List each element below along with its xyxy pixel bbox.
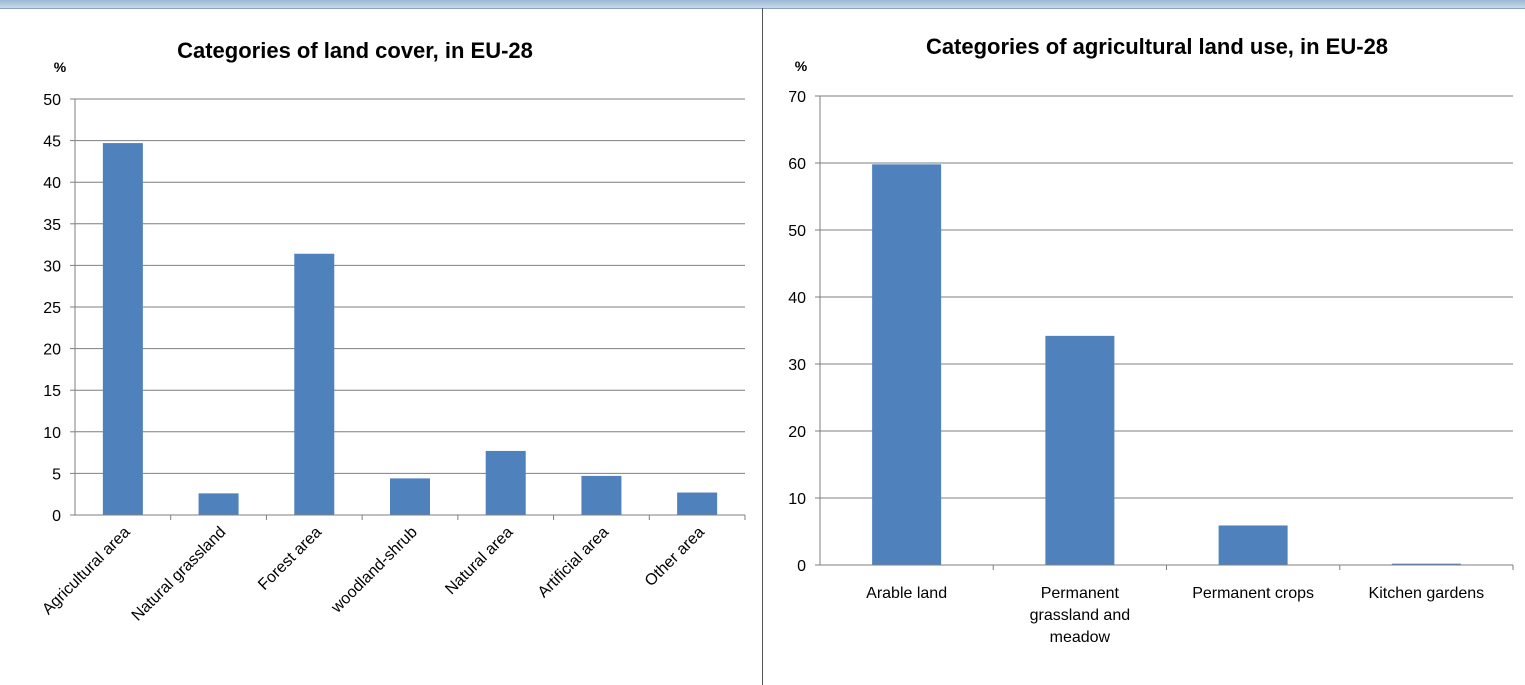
land-cover-y-ticks: 0 5 10 15 20 25 30 35 40 45 50 (43, 92, 61, 525)
land-cover-axes (70, 98, 746, 520)
land-cover-y-tick-label: 35 (43, 217, 61, 234)
agri-use-y-tick-label: 10 (788, 491, 806, 508)
agri-use-y-ticks: 0 10 20 30 40 50 60 70 (788, 89, 806, 575)
land-cover-y-tick-label: 40 (43, 175, 61, 192)
agri-use-axes (815, 95, 1514, 570)
agri-use-y-axis-label: % (795, 58, 808, 74)
agri-use-chart-title: Categories of agricultural land use, in … (926, 34, 1388, 59)
land-cover-x-tick-label: Forest area (255, 524, 325, 594)
agri-use-x-tick-label: Permanent crops (1192, 585, 1314, 602)
land-cover-gridlines (75, 98, 745, 474)
agri-use-x-ticks: Arable land Permanent grassland and meadow P… (866, 585, 1484, 646)
land-cover-y-tick-label: 50 (43, 92, 61, 109)
land-cover-x-tick-label: Natural area (442, 524, 516, 598)
agri-use-y-tick-label: 20 (788, 424, 806, 441)
agri-use-bar-permanent-crops (1218, 525, 1288, 565)
land-cover-y-tick-label: 25 (43, 300, 61, 317)
agri-use-y-tick-label: 40 (788, 290, 806, 307)
agri-use-y-tick-label: 0 (797, 558, 806, 575)
land-cover-chart-title: Categories of land cover, in EU-28 (177, 38, 533, 63)
agri-use-y-tick-label: 70 (788, 89, 806, 106)
land-cover-x-tick-label: Other area (642, 524, 708, 590)
land-cover-bar-forest-area (294, 253, 335, 515)
agri-use-x-tick-label: Permanent grassland and meadow (1030, 585, 1131, 646)
land-cover-bar-natural-area (485, 450, 526, 515)
agri-use-y-tick-label: 50 (788, 223, 806, 240)
land-cover-y-tick-label: 10 (43, 425, 61, 442)
land-cover-y-tick-label: 15 (43, 383, 61, 400)
land-cover-y-tick-label: 0 (52, 508, 61, 525)
land-cover-bar-woodland-shrub (390, 478, 430, 515)
agri-use-y-tick-label: 30 (788, 357, 806, 374)
land-cover-bar-natural-grassland (198, 493, 239, 515)
land-cover-bar-artificial-area (581, 475, 622, 515)
land-cover-chart-panel: 0 5 10 15 20 25 30 35 40 45 50 Agricultural area Na… (0, 9, 762, 685)
agri-use-y-tick-label: 60 (788, 156, 806, 173)
agricultural-land-use-chart: 0 10 20 30 40 50 60 70 Arable land Permanent gras… (788, 34, 1514, 646)
land-cover-bars (102, 143, 718, 515)
land-cover-y-tick-label: 20 (43, 342, 61, 359)
agricultural-land-use-chart-panel: 0 10 20 30 40 50 60 70 Arable land Permanent gras… (763, 9, 1525, 685)
agri-use-bar-permanent-grassland-and-meadow (1045, 335, 1115, 565)
land-cover-x-tick-label: woodland-shrub (328, 524, 421, 617)
agri-use-x-tick-label: Arable land (866, 585, 947, 602)
agri-use-bar-arable-land (872, 164, 942, 565)
land-cover-y-tick-label: 45 (43, 134, 61, 151)
land-cover-x-tick-label: Artificial area (535, 524, 612, 601)
agri-use-bar-kitchen-gardens (1391, 563, 1461, 565)
land-cover-bar-other-area (677, 492, 718, 515)
panel-divider (762, 8, 763, 685)
land-cover-y-tick-label: 30 (43, 258, 61, 275)
land-cover-bar-agricultural-area (102, 143, 143, 515)
land-cover-x-tick-label: Natural grassland (129, 524, 230, 625)
land-cover-x-tick-label: Agricultural area (39, 524, 133, 618)
agri-use-bars (872, 164, 1461, 565)
land-cover-y-axis-label: % (54, 59, 67, 75)
land-cover-y-tick-label: 5 (52, 466, 61, 483)
agri-use-x-tick-label: Kitchen gardens (1369, 585, 1485, 602)
